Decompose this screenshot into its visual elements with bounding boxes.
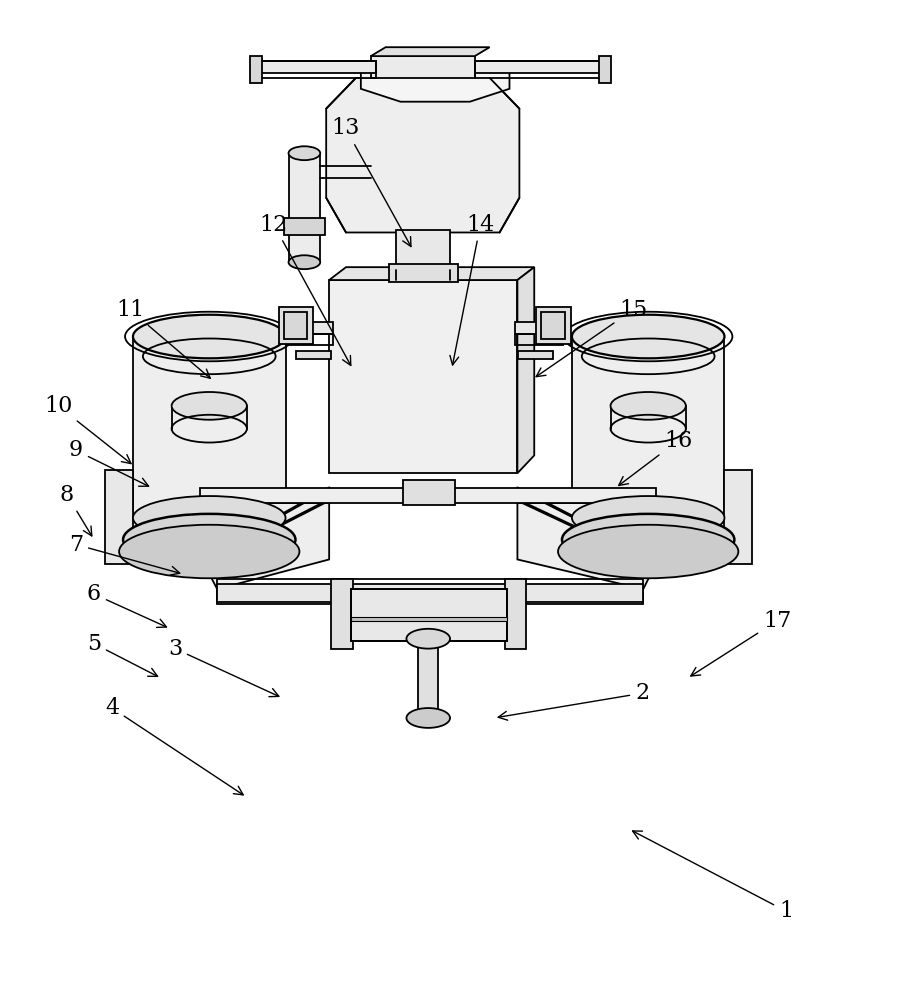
Text: 14: 14 [450, 214, 494, 365]
Bar [404, 480, 455, 505]
Ellipse shape [572, 315, 725, 358]
Bar [252, 61, 375, 73]
Bar [278, 307, 313, 344]
Polygon shape [361, 59, 510, 102]
Text: 4: 4 [105, 697, 243, 795]
Ellipse shape [133, 315, 286, 358]
Text: 1: 1 [632, 831, 793, 922]
Text: 12: 12 [259, 214, 351, 365]
Bar [504, 579, 526, 649]
Bar [599, 56, 610, 83]
Ellipse shape [171, 392, 247, 420]
Text: 16: 16 [619, 430, 692, 485]
Bar [133, 337, 286, 518]
Bar [286, 322, 333, 334]
Bar [217, 584, 643, 602]
Bar [284, 218, 326, 235]
Bar [418, 639, 438, 718]
Bar [217, 579, 643, 604]
Bar [286, 334, 333, 345]
Text: 17: 17 [691, 610, 791, 676]
Bar [388, 264, 458, 282]
Bar [331, 579, 353, 649]
Polygon shape [371, 47, 490, 56]
Bar [200, 488, 656, 503]
Bar [105, 470, 133, 564]
Bar [297, 351, 331, 359]
Text: 3: 3 [168, 638, 278, 697]
Bar [536, 307, 571, 344]
Bar [395, 230, 450, 270]
Text: 6: 6 [87, 583, 167, 627]
Polygon shape [172, 503, 329, 589]
Bar [515, 322, 563, 334]
Ellipse shape [610, 392, 686, 420]
Bar [250, 56, 262, 83]
Ellipse shape [119, 525, 299, 578]
Polygon shape [329, 267, 534, 280]
Ellipse shape [558, 525, 738, 578]
Ellipse shape [562, 514, 735, 565]
Bar [572, 337, 725, 518]
Text: 5: 5 [87, 633, 158, 676]
Text: 13: 13 [331, 117, 411, 247]
Text: 2: 2 [498, 682, 649, 720]
Bar [351, 589, 506, 641]
Bar [252, 61, 375, 78]
Bar [288, 153, 320, 262]
Bar [474, 61, 603, 73]
Polygon shape [517, 267, 534, 473]
Bar [284, 312, 307, 339]
Ellipse shape [288, 146, 320, 160]
Ellipse shape [572, 496, 725, 540]
Bar [515, 334, 563, 345]
Bar [541, 312, 565, 339]
Bar [474, 61, 603, 78]
Bar [519, 351, 553, 359]
Ellipse shape [123, 514, 296, 565]
Text: 15: 15 [536, 299, 648, 377]
Text: 10: 10 [44, 395, 132, 464]
Text: 11: 11 [116, 299, 210, 378]
Bar [329, 280, 517, 473]
Ellipse shape [133, 496, 286, 540]
Text: 9: 9 [69, 439, 149, 486]
Text: 7: 7 [69, 534, 180, 575]
Bar [351, 589, 506, 641]
Polygon shape [517, 503, 686, 589]
Bar [351, 617, 506, 621]
Bar [725, 470, 752, 564]
Ellipse shape [406, 629, 450, 649]
Ellipse shape [406, 708, 450, 728]
Bar [371, 56, 474, 78]
Polygon shape [327, 78, 520, 232]
Ellipse shape [288, 255, 320, 269]
Text: 8: 8 [60, 484, 92, 536]
